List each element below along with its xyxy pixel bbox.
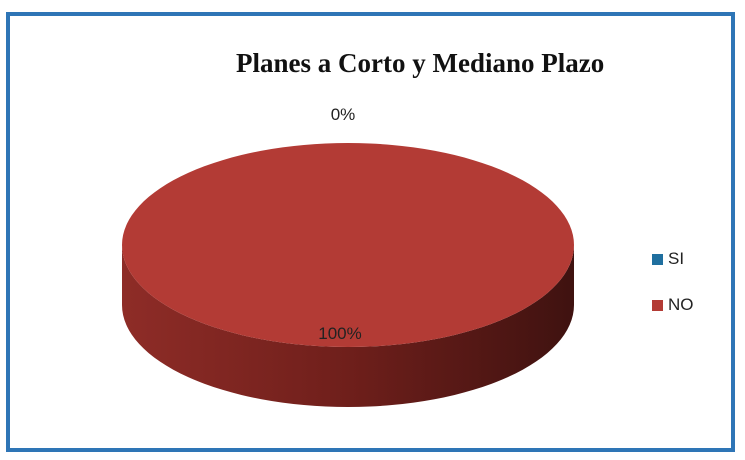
legend-label-no: NO — [668, 295, 694, 314]
legend-label-si: SI — [668, 249, 685, 268]
legend: SI NO — [652, 236, 694, 328]
legend-swatch-si — [652, 253, 663, 265]
data-label-no: 100% — [318, 324, 361, 343]
pie-slice-no — [122, 143, 574, 347]
legend-swatch-no — [652, 299, 663, 311]
chart-title: Planes a Corto y Mediano Plazo — [236, 48, 605, 78]
pie-side-wall — [122, 245, 574, 407]
data-label-si: 0% — [331, 105, 356, 124]
legend-item-no: NO — [652, 282, 694, 328]
legend-item-si: SI — [652, 236, 694, 282]
